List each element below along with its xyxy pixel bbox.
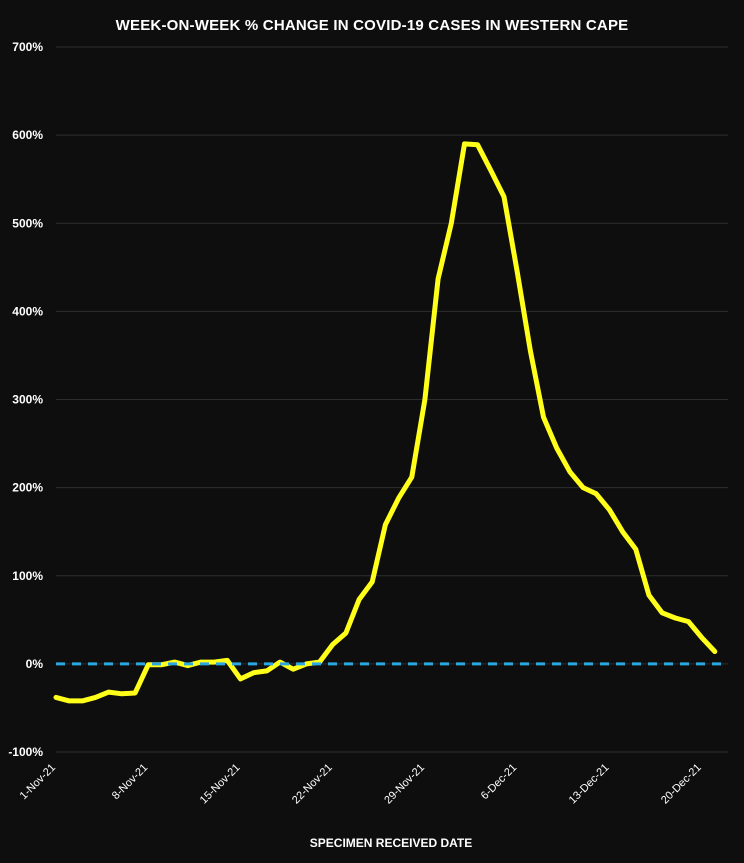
y-tick-label: 300% [12,393,43,407]
x-tick-label: 15-Nov-21 [198,762,243,807]
x-tick-label: 1-Nov-21 [18,762,58,802]
series-lines [53,141,728,704]
x-axis-ticks: 1-Nov-21 8-Nov-21 15-Nov-21 22-Nov-21 29-Nov… [18,762,704,807]
y-axis-ticks: -100% 0% 100% 200% 300% 400% 500% 600% 700% [8,40,43,759]
y-tick-label: 700% [12,40,43,54]
grid-lines [56,46,728,753]
chart-title: WEEK-ON-WEEK % CHANGE IN COVID-19 CASES … [115,17,629,34]
y-tick-label: 500% [12,216,43,230]
y-tick-label: 600% [12,128,43,142]
y-tick-label: 100% [12,569,43,583]
series-line [53,141,718,704]
x-tick-label: 13-Dec-21 [567,762,612,807]
x-tick-label: 20-Dec-21 [659,762,704,807]
x-axis-label: SPECIMEN RECEIVED DATE [309,836,473,850]
y-tick-label: -100% [8,745,43,759]
x-tick-label: 6-Dec-21 [479,762,519,802]
y-tick-label: 0% [26,657,44,671]
x-tick-label: 22-Nov-21 [290,762,335,807]
y-tick-label: 400% [12,304,43,318]
y-tick-label: 200% [12,481,43,495]
x-tick-label: 29-Nov-21 [382,762,427,807]
x-tick-label: 8-Nov-21 [110,762,150,802]
